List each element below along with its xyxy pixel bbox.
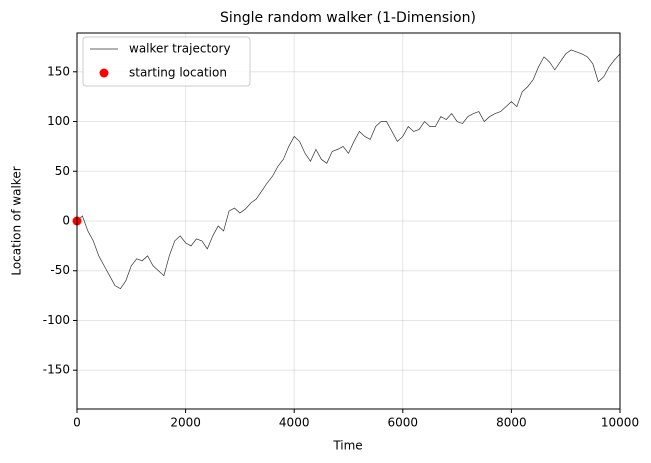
x-tick-label: 6000	[388, 416, 419, 430]
legend-label: starting location	[129, 66, 227, 80]
x-axis-label: Time	[332, 439, 362, 453]
chart-title: Single random walker (1-Dimension)	[220, 10, 476, 26]
x-tick-label: 2000	[170, 416, 201, 430]
legend-box	[82, 36, 251, 87]
x-tick-label: 0	[73, 416, 81, 430]
trajectory-line	[76, 49, 621, 290]
y-axis-label: Location of walker	[10, 166, 24, 275]
y-tick-label: -50	[50, 263, 70, 277]
legend-marker	[99, 68, 109, 78]
x-tick-label: 10000	[601, 416, 639, 430]
legend-label: walker trajectory	[129, 42, 231, 56]
y-tick-label: 150	[47, 64, 70, 78]
y-tick-label: -150	[43, 363, 70, 377]
y-tick-label: 100	[47, 114, 70, 128]
plot-frame	[76, 32, 621, 410]
x-tick-label: 4000	[279, 416, 310, 430]
x-tick-label: 8000	[496, 416, 527, 430]
y-tick-label: 50	[55, 164, 70, 178]
y-tick-label: 0	[62, 214, 70, 228]
y-tick-label: -100	[43, 313, 70, 327]
